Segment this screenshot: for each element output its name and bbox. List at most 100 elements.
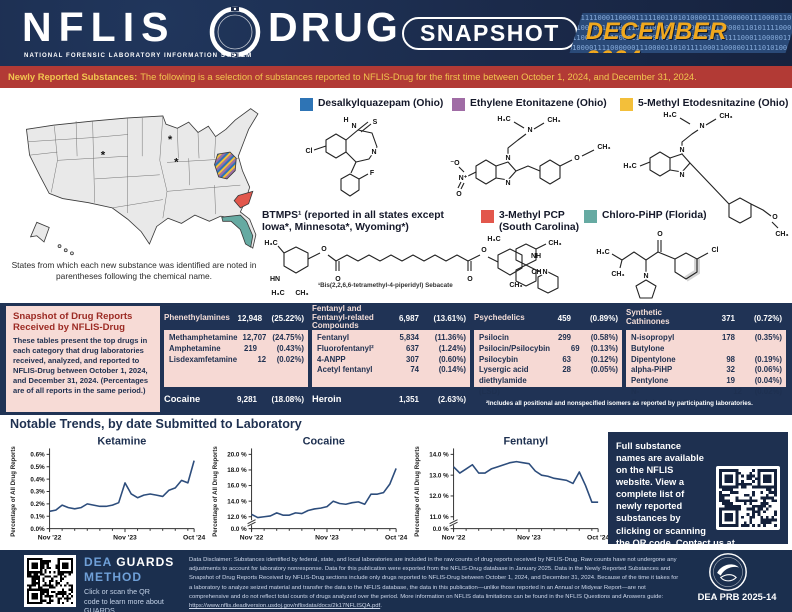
- legend-item-btmps: BTMPS¹ (reported in all states except Io…: [262, 210, 457, 234]
- state-alaska: [29, 221, 50, 243]
- atom-label: S: [373, 119, 378, 126]
- atom-label: N: [542, 269, 547, 276]
- legend-label: 5-Methyl Etodesnitazine (Ohio): [638, 98, 789, 109]
- svg-text:16.0 %: 16.0 %: [227, 483, 247, 490]
- svg-text:14.0 %: 14.0 %: [227, 498, 247, 505]
- atom-label: N: [679, 172, 684, 179]
- svg-text:Nov '23: Nov '23: [517, 535, 541, 542]
- table-row: Psilocin 299 (0.58%): [479, 333, 618, 342]
- table-row: N-Cyclohexylmethylone 12 (0.02%): [631, 386, 782, 407]
- table-row: Psilocin/Psilocybin 69 (0.13%): [479, 343, 618, 353]
- svg-text:0.4%: 0.4%: [30, 476, 45, 483]
- legend-item-5-methyl-etodesnitazine: 5-Methyl Etodesnitazine (Ohio): [620, 98, 792, 111]
- atom-label: CH₃: [531, 269, 544, 276]
- atom-label: O: [481, 247, 487, 254]
- guards-title: DEA GUARDS: [84, 555, 184, 569]
- nflis-qr-code[interactable]: [716, 466, 780, 530]
- table-row: N-isopropyl Butylone 178 (0.35%): [631, 333, 782, 353]
- table-row: Methamphetamine 12,707 (24.75%): [169, 333, 304, 342]
- svg-text:14.0 %: 14.0 %: [429, 452, 449, 459]
- atom-label: HN: [270, 276, 280, 283]
- asterisk-minnesota: *: [168, 134, 173, 146]
- atom-label: N: [505, 155, 510, 162]
- atom-label: CH₃: [611, 271, 624, 278]
- atom-label: N: [505, 180, 510, 187]
- structure-desalkylquazepam: S H N N Cl F: [304, 116, 379, 197]
- atom-label: N: [679, 147, 684, 154]
- edition-label: DECEMBER 2024: [585, 18, 728, 53]
- guards-dea-label: DEA: [84, 555, 112, 569]
- isomers-footnote: ²Includes all positional and nonspecifie…: [486, 400, 753, 407]
- table-psychedelics: Psychedelics 459 (0.89%) Psilocin 299 (0.58%…: [474, 306, 622, 412]
- svg-text:Nov '22: Nov '22: [442, 535, 466, 542]
- legend-item-desalkylquazepam: Desalkylquazepam (Ohio): [300, 98, 475, 111]
- atom-label: CH₃: [548, 240, 561, 247]
- guards-qr-code[interactable]: [24, 555, 76, 607]
- atom-label: CH₃: [509, 282, 522, 289]
- state-hawaii: [57, 244, 62, 248]
- structure-5-methyl-etodesnitazine: H₃C N N N H₃C CH₃ O CH₃: [622, 111, 790, 239]
- atom-label: CH₃: [547, 117, 560, 124]
- trends-title: Notable Trends, by date Submitted to Lab…: [10, 417, 302, 431]
- atom-label: H₃C: [271, 290, 284, 297]
- legend-label: Desalkylquazepam (Ohio): [318, 98, 444, 109]
- table-row: Fentanyl 5,834 (11.36%): [317, 333, 466, 342]
- newly-reported-banner: Newly Reported Substances: The following …: [0, 66, 792, 88]
- svg-text:0.3%: 0.3%: [30, 489, 45, 496]
- footer: DEA GUARDS METHOD Click or scan the QR c…: [0, 550, 792, 612]
- atom-label: N: [351, 123, 356, 130]
- atom-label: O: [467, 276, 473, 283]
- disclaimer-link[interactable]: https://www.nflis.deadiversion.usdoj.gov…: [189, 603, 381, 610]
- table-header: Phenethylamines 12,948 (25.22%): [164, 312, 304, 323]
- legend-label: Ethylene Etonitazene (Ohio): [470, 98, 607, 109]
- logo-subtitle: NATIONAL FORENSIC LABORATORY INFORMATION…: [24, 52, 253, 59]
- atom-label: O: [772, 214, 778, 221]
- atom-label: H₃C: [487, 236, 500, 243]
- table-footer: Cocaine 9,281 (18.08%): [164, 394, 304, 404]
- substance-names-infobox: Full substance names are available on th…: [608, 432, 788, 560]
- snapshot-panel: Snapshot of Drug Reports Received by NFL…: [6, 306, 160, 412]
- table-row: Amphetamine 219 (0.43%): [169, 343, 304, 353]
- table-footer: Heroin 1,351 (2.63%): [312, 394, 466, 404]
- table-row: 4-ANPP 307 (0.60%): [317, 354, 466, 364]
- legend-swatch: [620, 98, 633, 111]
- table-header: Synthetic Cathinones 371 (0.72%): [626, 308, 782, 326]
- svg-text:Oct '24: Oct '24: [587, 535, 609, 542]
- table-row: Lysergic acid diethylamide (LSD) 28 (0.05%…: [479, 365, 618, 396]
- atom-label: N⁺: [459, 175, 468, 182]
- svg-text:0.6%: 0.6%: [30, 452, 45, 459]
- atom-label: ⁻O: [450, 160, 460, 167]
- atom-label: H₃C: [623, 163, 636, 170]
- data-disclaimer: Data Disclaimer: Substances identified b…: [189, 556, 683, 611]
- legend-swatch: [584, 210, 597, 223]
- svg-text:Nov '22: Nov '22: [240, 535, 264, 542]
- infobox-text: Full substance names are available on th…: [616, 441, 735, 548]
- atom-label: H₃C: [596, 249, 609, 256]
- table-header: Fentanyl and Fentanyl-related Compounds 6…: [312, 303, 466, 331]
- state-south-carolina: [233, 190, 254, 209]
- table-header: Psychedelics 459 (0.89%): [474, 312, 618, 323]
- atom-label: N: [643, 273, 648, 280]
- table-body: N-isopropyl Butylone 178 (0.35%) Dipentylon…: [626, 330, 786, 407]
- svg-text:20.0 %: 20.0 %: [227, 452, 247, 459]
- table-body: Psilocin 299 (0.58%) Psilocin/Psilocybin 69(…: [474, 330, 622, 396]
- guards-block: DEA GUARDS METHOD Click or scan the QR c…: [84, 555, 184, 612]
- svg-text:0.0 %: 0.0 %: [433, 526, 449, 533]
- atom-label: H₃C: [663, 112, 676, 119]
- svg-text:12.0 %: 12.0 %: [227, 514, 247, 521]
- svg-text:0.0 %: 0.0 %: [231, 526, 247, 533]
- svg-text:0.2%: 0.2%: [30, 501, 45, 508]
- legend-swatch: [300, 98, 313, 111]
- svg-text:Fentanyl: Fentanyl: [503, 435, 548, 447]
- publication-number: DEA PRB 2025-14: [697, 591, 777, 602]
- table-phenethylamines: Phenethylamines 12,948 (25.22%) Methamphet…: [164, 306, 308, 412]
- svg-text:Percentage of All Drug Reports: Percentage of All Drug Reports: [414, 446, 421, 537]
- table-synthetic-cathinones: Synthetic Cathinones 371 (0.72%) N-isoprop…: [626, 306, 786, 412]
- svg-text:0.5%: 0.5%: [30, 464, 45, 471]
- atom-label: O: [321, 246, 327, 253]
- atom-label: N: [527, 127, 532, 134]
- legend-item-ethylene-etonitazene: Ethylene Etonitazene (Ohio): [452, 98, 632, 111]
- svg-text:Cocaine: Cocaine: [303, 435, 345, 447]
- atom-label: O: [657, 231, 663, 238]
